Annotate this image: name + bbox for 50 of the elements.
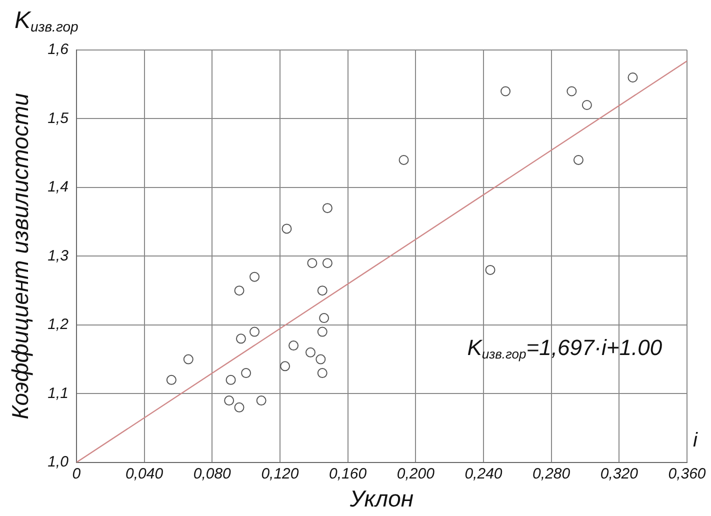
point [282, 224, 292, 234]
point [224, 396, 234, 406]
point [305, 347, 316, 358]
point [319, 313, 330, 324]
point [280, 361, 290, 372]
point [485, 264, 496, 275]
point [322, 203, 332, 214]
y-tick-label: 1,2 [48, 316, 70, 334]
y-tick-label: 1,1 [48, 384, 68, 402]
point [500, 86, 511, 96]
x-tick-label: 0 [72, 466, 82, 483]
y-axis-title: Коэффициент извилистости [7, 92, 34, 420]
point [234, 286, 244, 296]
point [398, 154, 409, 165]
y-tick-label: 1,3 [48, 247, 70, 264]
point [317, 326, 328, 337]
x-tick-label: 0,240 [464, 466, 503, 483]
point [307, 258, 318, 268]
x-tick-label: 0,040 [126, 466, 164, 483]
x-tick-label: 0,080 [193, 466, 232, 483]
point [317, 286, 328, 296]
y-tick-label: 1,5 [48, 110, 70, 127]
point [183, 354, 194, 364]
point [166, 374, 176, 385]
point [250, 326, 260, 337]
x-tick-label: 0,360 [668, 466, 706, 483]
point [316, 354, 326, 364]
x-tick-label: 0,160 [329, 466, 368, 483]
y-tick-label: 1,0 [48, 454, 70, 471]
point [582, 100, 592, 110]
point [226, 374, 236, 385]
point [256, 396, 266, 406]
x-tick-label: 0,200 [396, 466, 436, 483]
point [234, 402, 244, 412]
y-tick-label: 1,4 [48, 178, 68, 196]
x-axis-title: Уклон [348, 486, 414, 512]
point [628, 72, 638, 82]
y-tick-label: 1,6 [48, 41, 70, 58]
point [566, 86, 577, 96]
point [288, 340, 299, 351]
point [241, 368, 252, 378]
point [573, 154, 584, 165]
x-tick-label: 0,120 [261, 466, 300, 483]
x-tick-label: 0,320 [600, 466, 639, 483]
point [317, 368, 328, 378]
point [250, 272, 260, 282]
text: i [693, 429, 698, 452]
point [236, 334, 246, 344]
x-tick-label: 0,280 [532, 466, 571, 483]
point [322, 258, 332, 268]
